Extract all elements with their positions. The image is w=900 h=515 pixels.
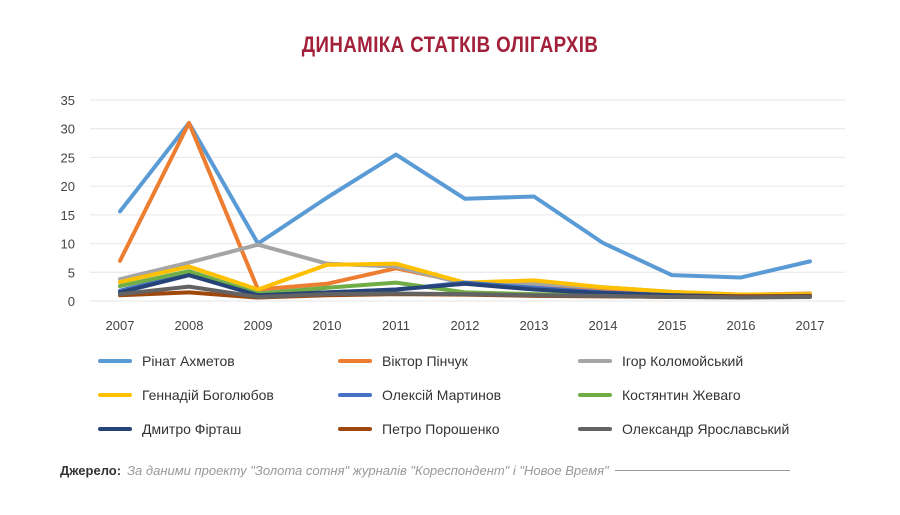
legend-label: Дмитро Фірташ (142, 421, 242, 437)
y-tick-label: 30 (61, 122, 75, 137)
y-tick-label: 0 (68, 294, 75, 309)
x-tick-label: 2009 (244, 318, 273, 333)
legend-label: Ігор Коломойський (622, 353, 744, 369)
legend-swatch (98, 359, 132, 363)
legend-swatch (578, 359, 612, 363)
legend-item: Дмитро Фірташ (98, 420, 338, 438)
legend-item: Костянтин Жеваго (578, 386, 818, 404)
legend-item: Геннадій Боголюбов (98, 386, 338, 404)
legend-swatch (98, 427, 132, 431)
legend-item: Рінат Ахметов (98, 352, 338, 370)
legend-item: Петро Порошенко (338, 420, 578, 438)
legend-label: Петро Порошенко (382, 421, 500, 437)
legend-label: Геннадій Боголюбов (142, 387, 274, 403)
y-tick-label: 5 (68, 265, 75, 280)
legend-swatch (98, 393, 132, 397)
x-tick-label: 2017 (796, 318, 825, 333)
line-chart: 0 5 10 15 20 25 30 35 2007 2008 2009 2010 2011 2012 20… (61, 93, 845, 333)
legend-swatch (338, 359, 372, 363)
x-tick-label: 2008 (175, 318, 204, 333)
legend-item: Олексій Мартинов (338, 386, 578, 404)
series-line-8 (118, 284, 812, 300)
legend-label: Рінат Ахметов (142, 353, 235, 369)
x-tick-label: 2013 (520, 318, 549, 333)
legend: Рінат Ахметов Віктор Пінчук Ігор Коломойсь… (98, 352, 818, 438)
legend-label: Костянтин Жеваго (622, 387, 741, 403)
x-tick-label: 2014 (589, 318, 618, 333)
series-line-0 (118, 120, 812, 280)
legend-swatch (578, 393, 612, 397)
legend-swatch (338, 427, 372, 431)
x-tick-label: 2015 (658, 318, 687, 333)
legend-swatch (338, 393, 372, 397)
legend-item: Віктор Пінчук (338, 352, 578, 370)
x-tick-label: 2016 (727, 318, 756, 333)
x-tick-label: 2011 (382, 318, 410, 333)
legend-label: Олександр Ярославський (622, 421, 790, 437)
legend-label: Олексій Мартинов (382, 387, 502, 403)
x-tick-label: 2007 (106, 318, 135, 333)
legend-label: Віктор Пінчук (382, 353, 468, 369)
y-tick-label: 15 (61, 208, 75, 223)
x-tick-label: 2010 (313, 318, 342, 333)
source-footer: Джерело: За даними проекту "Золота сотня… (60, 463, 790, 478)
x-tick-label: 2012 (451, 318, 480, 333)
y-tick-label: 25 (61, 150, 75, 165)
source-text: За даними проекту "Золота сотня" журналі… (127, 463, 609, 478)
y-tick-label: 20 (61, 179, 75, 194)
chart-title: ДИНАМІКА СТАТКІВ ОЛІГАРХІВ (301, 32, 599, 57)
legend-item: Ігор Коломойський (578, 352, 818, 370)
legend-item: Олександр Ярославський (578, 420, 818, 438)
legend-swatch (578, 427, 612, 431)
y-tick-label: 35 (61, 93, 75, 108)
y-tick-label: 10 (61, 237, 75, 252)
source-label: Джерело: (60, 463, 122, 478)
footer-rule (614, 470, 790, 471)
series-line-1 (118, 120, 812, 297)
